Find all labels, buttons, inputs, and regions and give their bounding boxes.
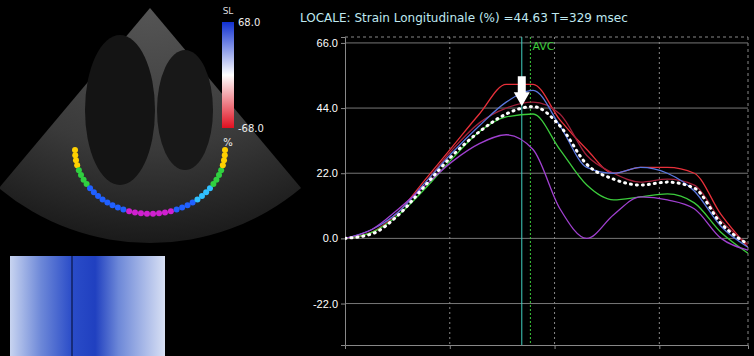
y-axis: -22.0 0.0 22.0 44.0 66.0: [313, 37, 346, 346]
colorbar-tick-label: 68.0: [238, 17, 260, 28]
series-line: [345, 114, 748, 253]
echo-image: [0, 8, 301, 243]
contour-dot: [162, 209, 168, 215]
y-tick-mark: [341, 173, 345, 174]
grid-line-y: [345, 303, 748, 304]
y-tick-label: 0.0: [323, 232, 338, 244]
series-line: [345, 90, 748, 247]
contour-dot: [220, 162, 226, 168]
colorbar-unit: %: [223, 137, 233, 148]
x-tick: [555, 345, 556, 349]
contour-dot: [174, 207, 180, 213]
grid-line-x: [659, 37, 660, 345]
y-tick: 66.0: [317, 37, 345, 49]
series-line: [345, 107, 748, 245]
chart-title: LOCALE: Strain Longitudinale (%) =44.63 …: [300, 11, 628, 25]
contour-dot: [126, 208, 132, 214]
x-axis: [346, 345, 749, 349]
contour-dot: [110, 202, 116, 208]
x-axis-line: [346, 346, 749, 350]
contour-dot: [168, 208, 174, 214]
y-tick-label: 44.0: [317, 102, 338, 114]
contour-dot: [115, 205, 121, 211]
y-tick-mark: [341, 108, 345, 109]
y-tick: -22.0: [313, 298, 345, 310]
contour-dot: [185, 202, 191, 208]
x-tick-mark: [555, 345, 556, 349]
grid-line-y: [345, 108, 748, 109]
mmode-cursor: [71, 256, 73, 356]
frame-top: [345, 37, 748, 38]
y-tick: 22.0: [317, 167, 345, 179]
contour-dot: [72, 152, 78, 158]
contour-dot: [179, 205, 185, 211]
grid-line-x: [554, 37, 555, 345]
y-tick-mark: [341, 304, 345, 305]
cursor-arrow: [514, 76, 530, 106]
y-tick: 0.0: [323, 232, 345, 244]
contour-dot: [120, 207, 126, 213]
x-tick-mark: [450, 345, 451, 349]
y-tick-label: 22.0: [317, 167, 338, 179]
mmode-panel: [10, 256, 165, 356]
colorbar-tick-label: -68.0: [238, 123, 264, 134]
contour-dot: [73, 157, 79, 163]
contour-dot: [150, 211, 156, 217]
x-tick-mark: [659, 345, 660, 349]
contour-dot: [221, 157, 227, 163]
echo-chamber: [157, 50, 213, 170]
contour-dot: [72, 147, 78, 153]
contour-dot: [222, 152, 228, 158]
colorbar-title: SL: [223, 6, 234, 16]
x-tick: [450, 345, 451, 349]
contour-dot: [138, 210, 144, 216]
echo-chamber: [85, 35, 155, 185]
y-tick-label: -22.0: [313, 298, 338, 310]
grid-line-x: [449, 37, 450, 345]
y-axis-line: [341, 38, 346, 346]
contour-dot: [144, 211, 150, 217]
y-tick: 44.0: [317, 102, 345, 114]
y-tick-mark: [341, 43, 345, 44]
grid-line-y: [345, 238, 748, 239]
series-line: [345, 102, 748, 244]
contour-dot: [104, 199, 110, 205]
grid: [345, 37, 748, 345]
plot-marks: [345, 37, 748, 345]
echo-sector: [0, 8, 301, 243]
y-tick-label: 66.0: [317, 37, 338, 49]
contour-dot: [156, 210, 162, 216]
canvas: SL 68.0 -68.0% LOCALE: Strain Longitudinale…: [0, 0, 754, 356]
series-line: [345, 135, 748, 251]
series-line: [345, 84, 748, 247]
frame-right: [748, 37, 749, 345]
annotation-label: AVC: [532, 40, 554, 53]
annotation-line: [530, 37, 531, 345]
contour-dot: [132, 209, 138, 215]
y-tick-mark: [341, 238, 345, 239]
x-tick: [659, 345, 660, 349]
colorbar: [222, 22, 234, 128]
grid-line-y: [345, 173, 748, 174]
